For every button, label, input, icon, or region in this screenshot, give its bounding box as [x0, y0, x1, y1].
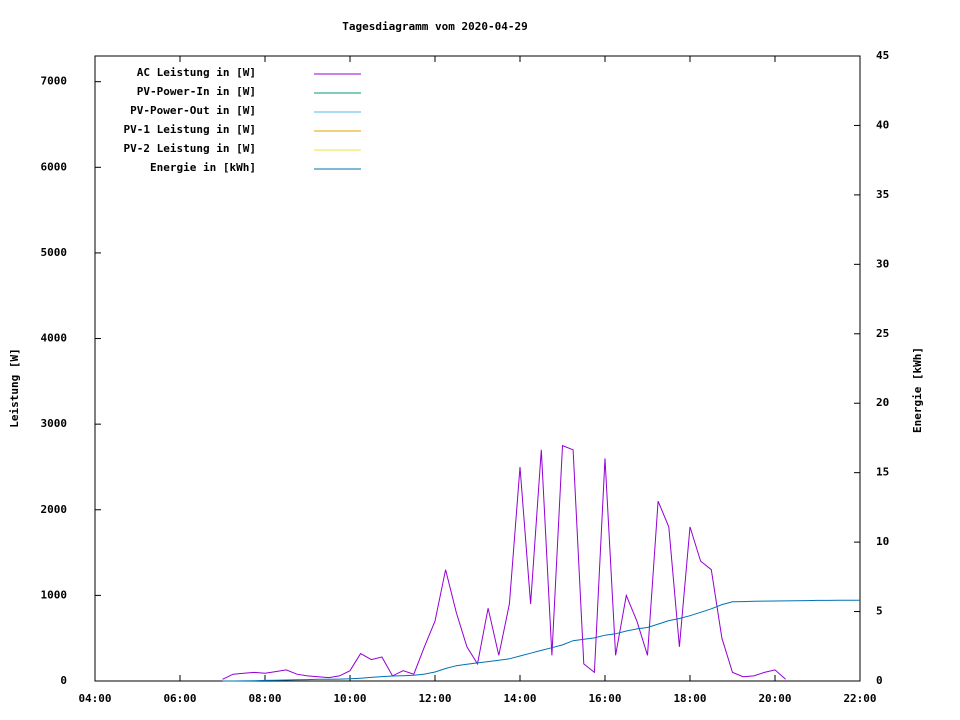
y-tick-label: 7000 [41, 75, 68, 88]
series-line [222, 444, 786, 680]
y-axis-label: Leistung [W] [8, 348, 21, 427]
y2-tick-label: 20 [876, 396, 889, 409]
x-tick-label: 14:00 [503, 692, 536, 705]
x-tick-label: 12:00 [418, 692, 451, 705]
x-tick-label: 22:00 [843, 692, 876, 705]
legend-label: PV-1 Leistung in [W] [124, 123, 256, 136]
legend-label: PV-2 Leistung in [W] [124, 142, 256, 155]
y-tick-label: 3000 [41, 417, 68, 430]
legend-label: Energie in [kWh] [150, 161, 256, 174]
y2-tick-label: 15 [876, 466, 889, 479]
x-tick-label: 06:00 [163, 692, 196, 705]
x-tick-label: 20:00 [758, 692, 791, 705]
y2-tick-label: 5 [876, 605, 883, 618]
y2-tick-label: 30 [876, 257, 889, 270]
y2-tick-label: 35 [876, 188, 889, 201]
y-tick-label: 5000 [41, 246, 68, 259]
y-tick-label: 6000 [41, 160, 68, 173]
x-tick-label: 04:00 [78, 692, 111, 705]
y-tick-label: 0 [60, 674, 67, 687]
legend-label: AC Leistung in [W] [137, 66, 256, 79]
x-tick-label: 10:00 [333, 692, 366, 705]
plot-frame [94, 55, 861, 682]
y-tick-label: 1000 [41, 588, 68, 601]
series-line [222, 599, 860, 682]
y2-tick-label: 40 [876, 118, 889, 131]
legend-label: PV-Power-In in [W] [137, 85, 256, 98]
chart-title: Tagesdiagramm vom 2020-04-29 [342, 20, 527, 33]
legend-label: PV-Power-Out in [W] [130, 104, 256, 117]
y2-tick-label: 25 [876, 327, 889, 340]
x-tick-label: 08:00 [248, 692, 281, 705]
y-tick-label: 2000 [41, 503, 68, 516]
x-tick-label: 18:00 [673, 692, 706, 705]
y2-tick-label: 0 [876, 674, 883, 687]
y2-tick-label: 45 [876, 49, 889, 62]
y-tick-label: 4000 [41, 332, 68, 345]
y2-tick-label: 10 [876, 535, 889, 548]
x-tick-label: 16:00 [588, 692, 621, 705]
y2-axis-label: Energie [kWh] [911, 347, 924, 433]
